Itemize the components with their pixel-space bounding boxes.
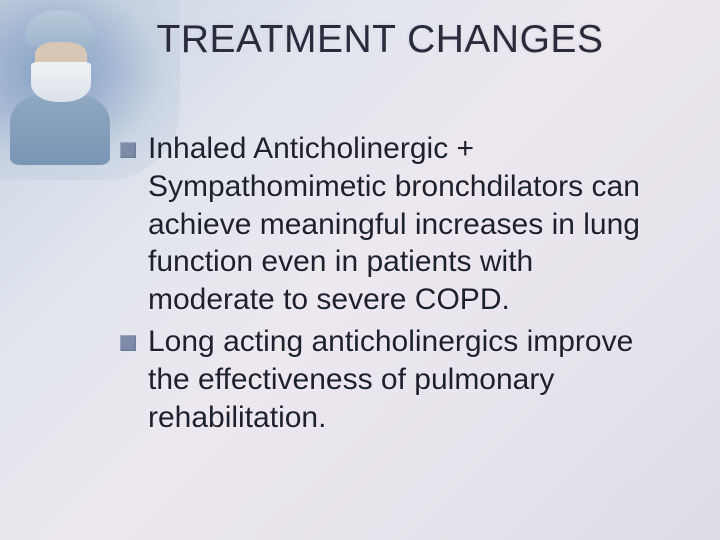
bullet-item: Long acting anticholinergics improve the… (120, 323, 664, 436)
square-bullet-icon (120, 142, 136, 158)
slide-title: TREATMENT CHANGES (0, 18, 720, 62)
square-bullet-icon (120, 335, 136, 351)
slide-body: Inhaled Anticholinergic + Sympathomimeti… (120, 130, 664, 440)
bullet-text: Inhaled Anticholinergic + Sympathomimeti… (148, 130, 664, 319)
bullet-text: Long acting anticholinergics improve the… (148, 323, 664, 436)
bullet-item: Inhaled Anticholinergic + Sympathomimeti… (120, 130, 664, 319)
